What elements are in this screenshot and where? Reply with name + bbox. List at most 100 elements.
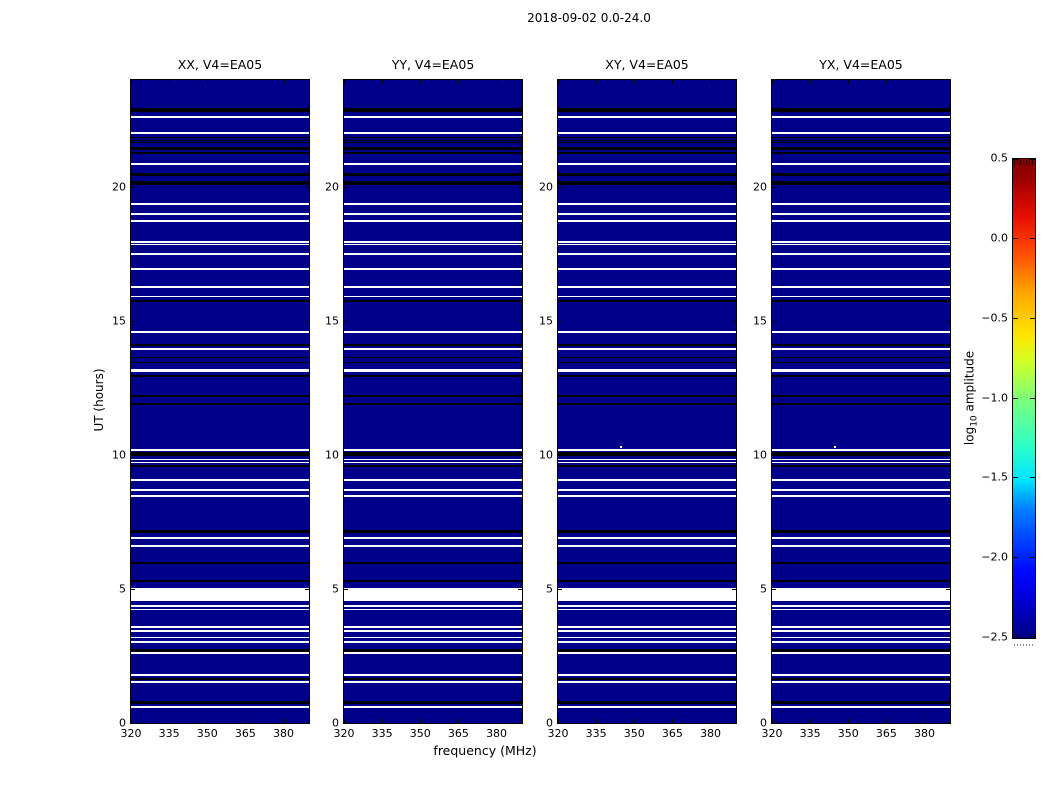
heatmap-stripe (772, 172, 950, 176)
y-tick-label: 0 (760, 716, 767, 730)
heatmap-stripe (558, 107, 736, 112)
heatmap-stripe (772, 536, 950, 539)
heatmap-stripe (344, 162, 522, 165)
heatmap-stripe (344, 579, 522, 582)
heatmap-stripe (344, 677, 522, 680)
heatmap-stripe (131, 636, 309, 639)
heatmap-stripe (558, 299, 736, 303)
heatmap-stripe (558, 402, 736, 406)
heatmap-stripe (344, 141, 522, 143)
x-tick-mark (207, 80, 209, 84)
y-tick-label: 5 (332, 582, 339, 596)
heatmap-stripe (772, 243, 950, 246)
heatmap-stripe (772, 107, 950, 112)
x-tick-mark (634, 719, 636, 723)
heatmap-stripe (131, 529, 309, 533)
colorbar-tick-mark (1013, 477, 1018, 479)
y-tick-mark (732, 321, 736, 323)
heatmap-stripe (558, 608, 736, 611)
heatmap-stripe (131, 652, 309, 655)
x-tick-mark (496, 80, 498, 84)
heatmap-stripe (558, 448, 736, 451)
colorbar-label-log: log (962, 426, 977, 446)
colorbar-tick-mark (1030, 557, 1035, 559)
heatmap-stripe (131, 213, 309, 216)
colorbar-tick-label: −1.5 (981, 470, 1008, 484)
heatmap-stripe (131, 151, 309, 154)
heatmap-stripe (131, 700, 309, 704)
heatmap-stripe (344, 295, 522, 298)
heatmap-panel-xy (557, 79, 737, 724)
heatmap-stripe (344, 243, 522, 246)
colorbar-tick-label: −1.0 (981, 391, 1008, 404)
heatmap-stripe (772, 146, 950, 150)
heatmap-stripe (558, 295, 736, 298)
x-tick-label: 335 (371, 727, 393, 740)
y-tick-mark (518, 455, 522, 457)
heatmap-stripe (772, 680, 950, 684)
heatmap-stripe (131, 587, 309, 601)
x-tick-label: 320 (761, 727, 783, 740)
y-tick-mark (558, 187, 562, 189)
colorbar-tick-mark (1013, 237, 1018, 239)
heatmap-stripe (558, 172, 736, 176)
colorbar-tick-label: −2.0 (981, 550, 1008, 564)
x-tick-mark (924, 80, 926, 84)
y-tick-mark (305, 589, 309, 591)
heatmap-stripe (131, 488, 309, 491)
y-tick-mark (344, 321, 348, 323)
x-tick-mark (420, 80, 422, 84)
heatmap-stripe (558, 579, 736, 582)
heatmap-stripe (558, 243, 736, 246)
heatmap-stripe (558, 494, 736, 498)
heatmap-stripe (131, 608, 309, 611)
heatmap-stripe (344, 267, 522, 271)
x-tick-label: 335 (585, 727, 607, 740)
heatmap-stripe (558, 458, 736, 461)
heatmap-stripe (344, 705, 522, 708)
heatmap-stripe (131, 343, 309, 347)
heatmap-stripe (344, 488, 522, 491)
heatmap-stripe (131, 356, 309, 359)
heatmap-stripe (558, 529, 736, 533)
heatmap-stripe (558, 604, 736, 607)
colorbar-tick-mark (1030, 397, 1035, 399)
heatmap-stripe (344, 285, 522, 289)
heatmap-stripe (558, 464, 736, 467)
y-tick-label: 15 (112, 314, 126, 328)
heatmap-stripe (772, 141, 950, 143)
heatmap-stripe (558, 137, 736, 139)
heatmap-stripe (344, 361, 522, 364)
heatmap-stripe (558, 561, 736, 564)
heatmap-stripe (558, 625, 736, 628)
heatmap-stripe (131, 629, 309, 632)
y-tick-label: 5 (546, 582, 553, 596)
x-tick-label: 380 (486, 727, 508, 740)
y-tick-label: 10 (753, 448, 767, 462)
heatmap-stripe (344, 529, 522, 533)
heatmap-stripe (772, 636, 950, 639)
x-tick-mark (283, 80, 285, 84)
y-tick-label: 10 (325, 448, 339, 462)
y-axis-label: UT (hours) (92, 368, 106, 432)
y-tick-mark (131, 723, 135, 724)
heatmap-stripe (344, 494, 522, 498)
x-tick-mark (458, 80, 460, 84)
heatmap-stripe (344, 608, 522, 611)
heatmap-stripe (344, 629, 522, 632)
heatmap-stripe (131, 494, 309, 498)
x-tick-label: 320 (547, 727, 569, 740)
heatmap-stripe (772, 700, 950, 704)
x-tick-mark (772, 719, 773, 723)
y-tick-label: 15 (325, 314, 339, 328)
y-tick-label: 20 (753, 180, 767, 194)
x-tick-mark (558, 80, 559, 84)
x-tick-mark (672, 80, 674, 84)
y-tick-label: 15 (539, 314, 553, 328)
heatmap-panel-xx (130, 79, 310, 724)
heatmap-stripe (131, 640, 309, 644)
heatmap-stripe (131, 677, 309, 680)
heatmap-stripe (558, 452, 736, 456)
x-tick-mark (810, 80, 812, 84)
heatmap-stripe (131, 347, 309, 351)
